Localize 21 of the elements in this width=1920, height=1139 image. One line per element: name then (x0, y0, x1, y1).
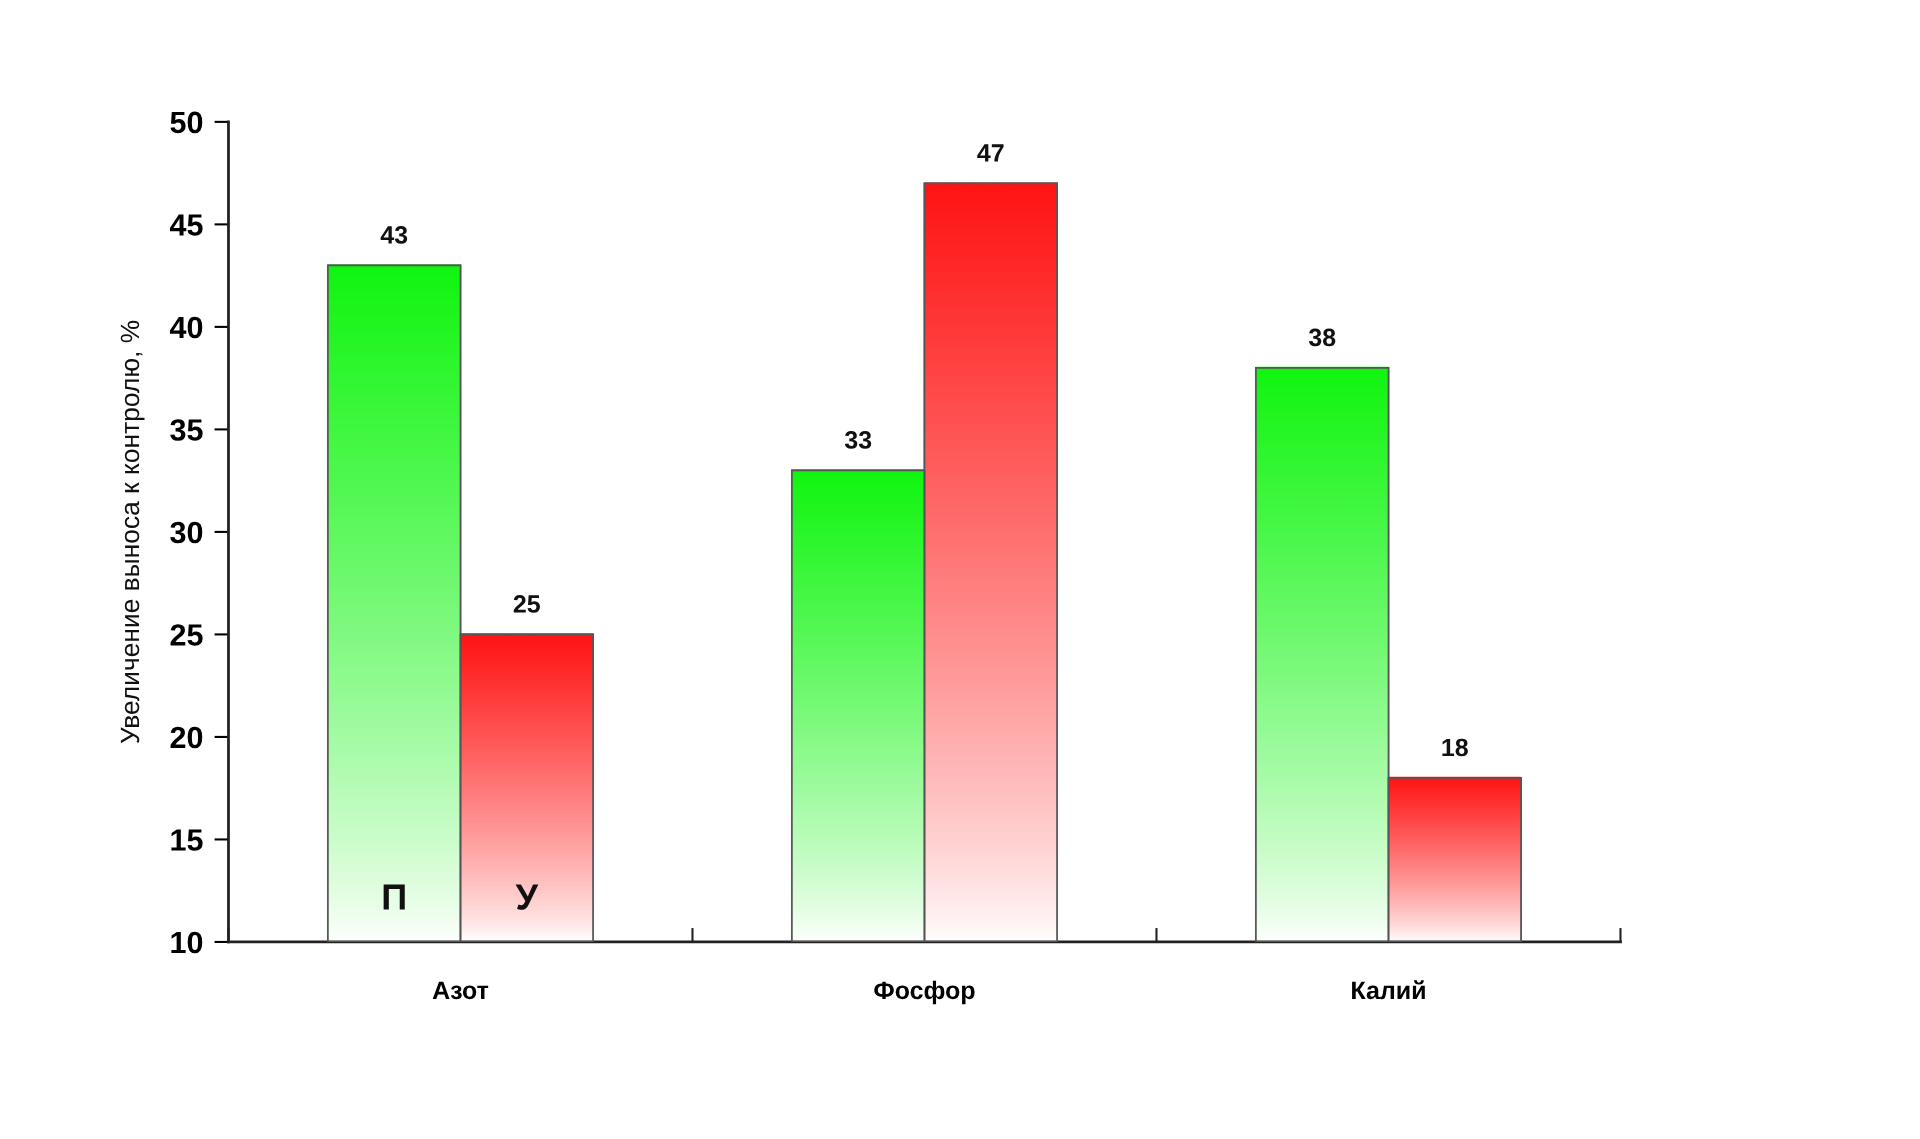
x-tick-label: Фосфор (874, 980, 975, 1005)
y-axis-title: Увеличение выноса к контролю, % (120, 320, 145, 744)
y-tick-label: 45 (169, 214, 203, 236)
data-label: 43 (380, 226, 408, 244)
series-label: П (383, 884, 405, 910)
y-tick-label: 20 (170, 726, 203, 749)
data-label: 25 (513, 595, 540, 613)
data-label: 33 (844, 431, 872, 449)
y-tick-label: 40 (169, 316, 203, 339)
x-tick-label: Калий (1352, 980, 1425, 1000)
data-label: 18 (1442, 738, 1468, 757)
y-tick-label: 25 (170, 624, 203, 646)
series-label: У (515, 884, 539, 910)
x-tick-label: Азот (432, 981, 489, 1000)
y-tick-label: 50 (170, 111, 203, 134)
y-tick-label: 15 (171, 829, 203, 851)
y-tick-label: 35 (170, 419, 203, 441)
y-tick-label: 10 (171, 931, 203, 954)
data-label: 38 (1308, 328, 1336, 347)
data-label: 47 (977, 144, 1004, 162)
y-tick-label: 30 (170, 521, 203, 544)
